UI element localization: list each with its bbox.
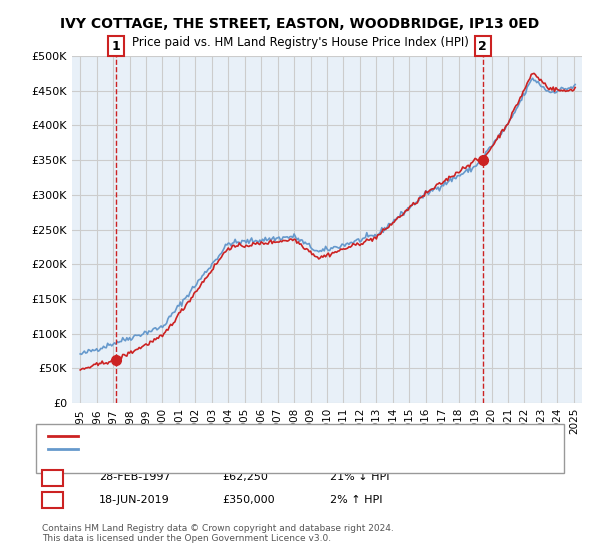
Text: 2: 2 [48,493,57,506]
Text: HPI: Average price, detached house, East Suffolk: HPI: Average price, detached house, East… [81,444,320,454]
Text: IVY COTTAGE, THE STREET, EASTON, WOODBRIDGE, IP13 0ED (detached house): IVY COTTAGE, THE STREET, EASTON, WOODBRI… [81,431,473,441]
Text: £62,250: £62,250 [222,472,268,482]
Text: 1: 1 [48,470,57,484]
Text: 2: 2 [478,40,487,53]
Text: 21% ↓ HPI: 21% ↓ HPI [330,472,389,482]
Text: 1: 1 [112,40,120,53]
Text: 18-JUN-2019: 18-JUN-2019 [99,494,170,505]
Text: 2% ↑ HPI: 2% ↑ HPI [330,494,383,505]
Text: £350,000: £350,000 [222,494,275,505]
Text: Price paid vs. HM Land Registry's House Price Index (HPI): Price paid vs. HM Land Registry's House … [131,36,469,49]
Text: Contains HM Land Registry data © Crown copyright and database right 2024.
This d: Contains HM Land Registry data © Crown c… [42,524,394,543]
Text: 28-FEB-1997: 28-FEB-1997 [99,472,170,482]
Text: IVY COTTAGE, THE STREET, EASTON, WOODBRIDGE, IP13 0ED: IVY COTTAGE, THE STREET, EASTON, WOODBRI… [61,17,539,31]
